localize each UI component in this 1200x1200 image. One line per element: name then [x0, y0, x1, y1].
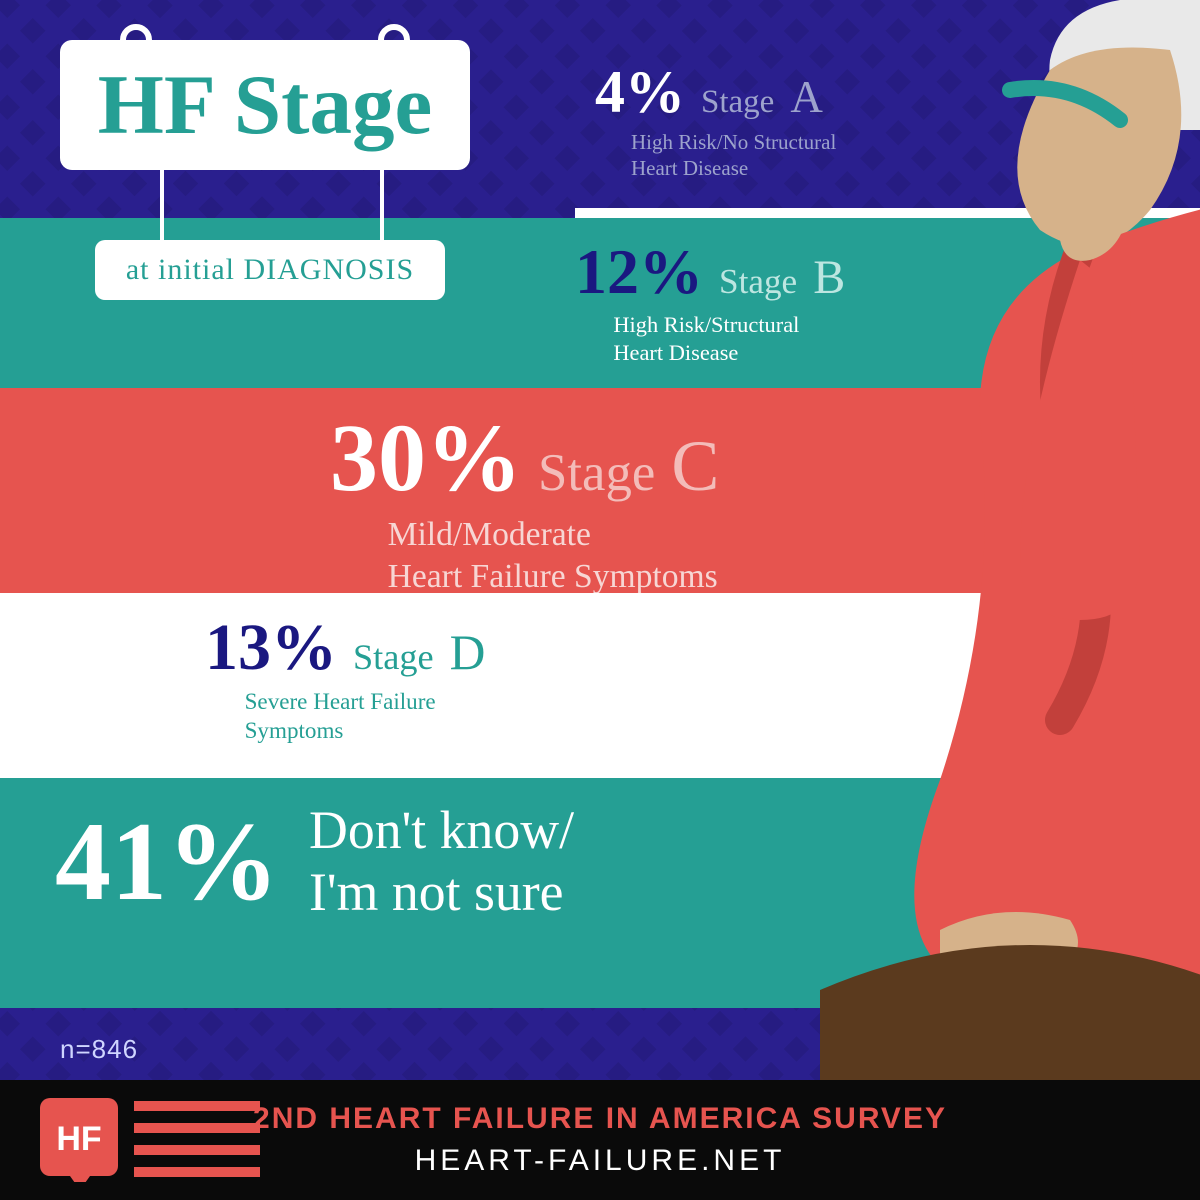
stage-letter: B	[813, 250, 845, 305]
percent-value: 12%	[575, 240, 703, 304]
stage-letter: A	[790, 71, 823, 123]
bar-content: 30% Stage CMild/ModerateHeart Failure Symp…	[330, 410, 719, 598]
bar-content: 4% Stage A High Risk/No StructuralHeart Dis…	[595, 62, 836, 182]
stage-bar: 13% Stage D Severe Heart FailureSymptoms	[0, 593, 1200, 778]
stage-bar: 41% Don't know/I'm not sure	[0, 778, 1200, 1008]
stage-description: Don't know/I'm not sure	[309, 800, 574, 924]
stage-description: High Risk/StructuralHeart Disease	[613, 311, 845, 367]
stage-heading: 4% Stage A	[595, 62, 836, 123]
percent-value: 4%	[595, 62, 685, 122]
stage-description: High Risk/No StructuralHeart Disease	[631, 129, 836, 182]
sample-size-label: n=846	[60, 1034, 138, 1065]
bar-content: 12% Stage B High Risk/StructuralHeart Disea…	[575, 240, 845, 367]
logo-text: HF	[56, 1120, 101, 1158]
stage-bar: 4% Stage A High Risk/No StructuralHeart Dis…	[595, 40, 1200, 210]
sign-ring-icon	[120, 24, 152, 56]
sign-ring-icon	[378, 24, 410, 56]
stage-word: Stage	[719, 262, 797, 302]
stage-word: Stage	[538, 443, 655, 503]
stage-description: Mild/ModerateHeart Failure Symptoms	[388, 514, 720, 598]
subtitle-text: at initial DIAGNOSIS	[126, 253, 414, 287]
percent-value: 41%	[55, 806, 279, 918]
stage-word: Stage	[701, 84, 774, 121]
bar-content: 13% Stage D Severe Heart FailureSymptoms	[205, 615, 485, 745]
footer-bar: HF 2ND HEART FAILURE IN AMERICA SURVEY H…	[0, 1080, 1200, 1200]
logo-flag-icon: HF	[40, 1092, 260, 1182]
stage-letter: C	[671, 425, 719, 508]
percent-value: 30%	[330, 410, 522, 506]
percent-value: 13%	[205, 615, 337, 681]
bar-content: 41% Don't know/I'm not sure	[55, 800, 574, 924]
subtitle-sign: at initial DIAGNOSIS	[95, 240, 445, 300]
infographic-canvas: 4% Stage A High Risk/No StructuralHeart Dis…	[0, 0, 1200, 1200]
title-sign: HF Stage	[60, 40, 470, 170]
stage-word: Stage	[353, 636, 434, 678]
stage-heading: 13% Stage D	[205, 615, 485, 681]
stage-bar: 30%StageCMild/ModerateHeart Failure Symp…	[0, 388, 1200, 593]
sign-chain	[380, 170, 384, 240]
title-text: HF Stage	[98, 56, 432, 154]
divider	[575, 208, 1200, 218]
stage-description: Severe Heart FailureSymptoms	[245, 687, 486, 745]
sign-chain	[160, 170, 164, 240]
stage-heading: 30% Stage C	[330, 410, 719, 508]
stage-heading: 12% Stage B	[575, 240, 845, 305]
stage-letter: D	[450, 624, 486, 681]
